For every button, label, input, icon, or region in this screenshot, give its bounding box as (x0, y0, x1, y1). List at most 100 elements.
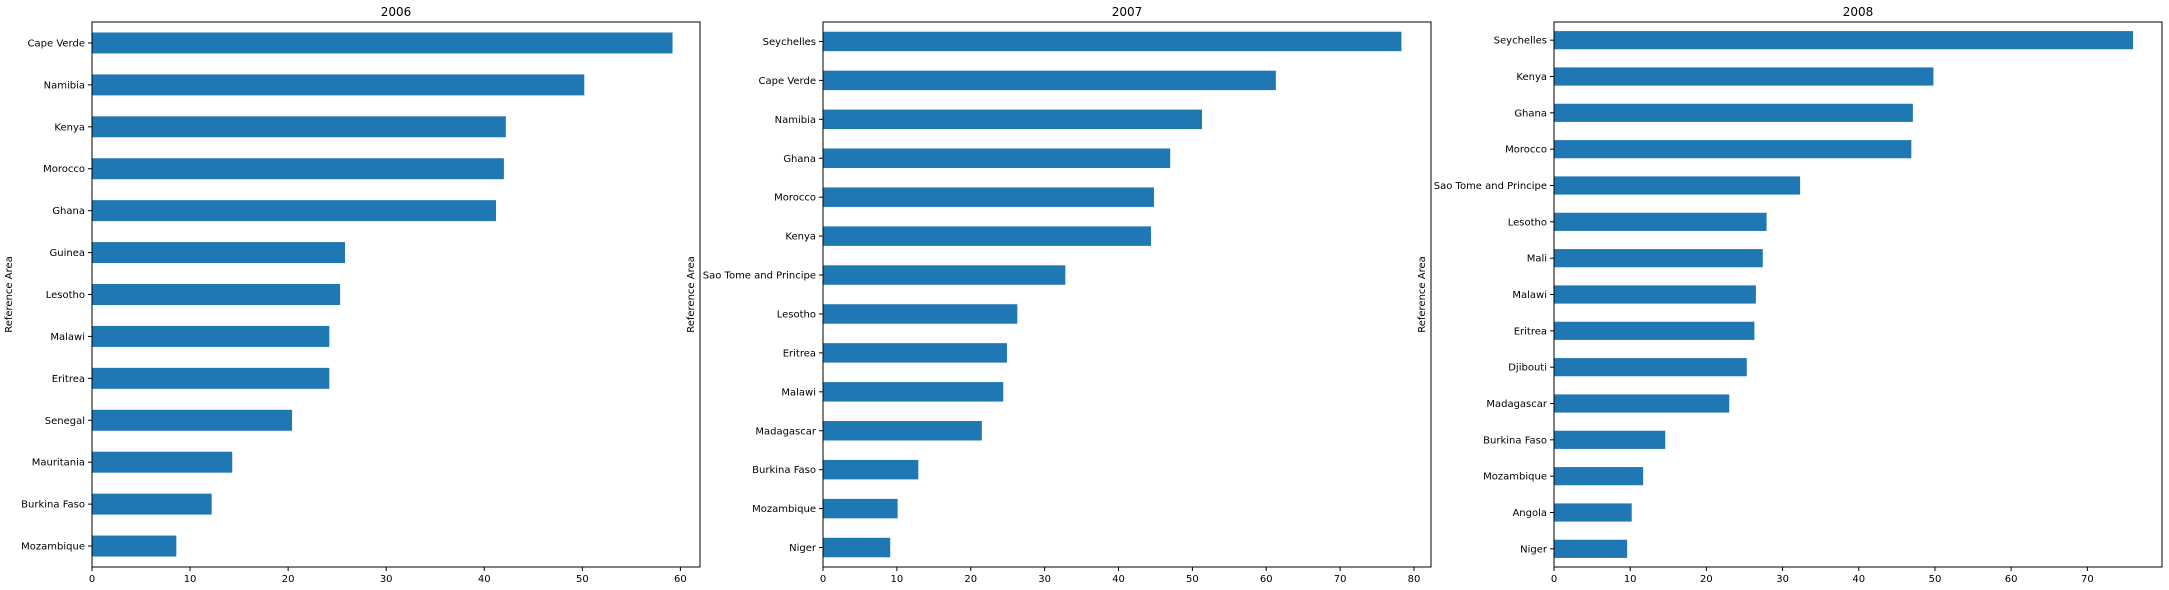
x-tick-label: 60 (2005, 574, 2018, 585)
y-tick-label: Morocco (1505, 145, 1547, 156)
bar (92, 32, 673, 54)
x-tick-label: 40 (478, 574, 491, 585)
x-tick-label: 0 (820, 574, 826, 585)
x-tick-label: 80 (1408, 574, 1421, 585)
plot-frame (822, 21, 1432, 568)
bar (92, 284, 341, 305)
x-tick-label: 50 (1186, 574, 1199, 585)
bar (823, 109, 1202, 130)
x-tick-label: 60 (674, 574, 687, 585)
x-tick-label: 20 (1700, 574, 1713, 585)
bar (92, 367, 330, 389)
y-tick-label: Mozambique (752, 504, 816, 515)
x-tick-label: 30 (1776, 574, 1789, 585)
bar (92, 451, 233, 473)
bar (823, 537, 891, 558)
bar (1554, 467, 1644, 486)
bar (1554, 31, 2134, 50)
bar (823, 304, 1018, 324)
bar (1554, 140, 1912, 159)
x-tick-label: 10 (1624, 574, 1637, 585)
bar (1554, 503, 1632, 522)
chart-panel-0: Cape Verde Namibia Kenya Morocco Ghana Guinea… (4, 5, 701, 585)
chart-panel-2: Seychelles Kenya Ghana Morocco Sao Tome and … (1417, 5, 2163, 585)
x-tick-label: 0 (1551, 574, 1557, 585)
y-tick-label: Lesotho (46, 290, 85, 301)
y-tick-label: Mauritania (32, 458, 85, 469)
y-tick-label: Sao Tome and Principe (703, 271, 816, 282)
bar (92, 325, 330, 347)
y-axis-label: Reference Area (686, 256, 697, 333)
y-tick-label: Guinea (50, 248, 85, 259)
bar (823, 31, 1402, 52)
y-tick-label: Kenya (785, 232, 816, 243)
y-tick-label: Eritrea (783, 348, 816, 359)
chart-panel-1: Seychelles Cape Verde Namibia Ghana Morocco K… (686, 5, 1432, 585)
x-tick-label: 20 (964, 574, 977, 585)
y-tick-label: Angola (1512, 508, 1547, 519)
y-tick-label: Morocco (774, 193, 816, 204)
x-tick-label: 40 (1112, 574, 1125, 585)
bar (92, 409, 293, 431)
x-tick-label: 50 (1929, 574, 1942, 585)
y-tick-label: Seychelles (1494, 36, 1547, 47)
bar (1554, 212, 1767, 231)
y-tick-label: Kenya (54, 122, 85, 133)
y-tick-label: Lesotho (777, 309, 816, 320)
y-tick-label: Namibia (775, 115, 816, 126)
x-tick-label: 70 (1334, 574, 1347, 585)
bar (823, 148, 1171, 168)
y-tick-label: Mozambique (1483, 472, 1547, 483)
y-axis-label: Reference Area (1417, 256, 1428, 333)
y-tick-label: Cape Verde (759, 76, 816, 87)
bar (823, 226, 1152, 246)
bar (92, 200, 497, 222)
y-tick-label: Burkina Faso (21, 500, 85, 511)
bar (92, 74, 585, 96)
x-tick-label: 50 (576, 574, 589, 585)
x-tick-label: 30 (1038, 574, 1051, 585)
bar (1554, 321, 1755, 340)
x-tick-label: 10 (184, 574, 197, 585)
y-tick-label: Malawi (1512, 290, 1547, 301)
chart-title: 2007 (1112, 5, 1143, 19)
y-tick-label: Niger (1520, 544, 1548, 555)
bar (823, 343, 1007, 363)
bar (1554, 285, 1756, 304)
x-tick-label: 60 (1260, 574, 1273, 585)
y-tick-label: Burkina Faso (1483, 435, 1547, 446)
bar (1554, 539, 1628, 558)
chart-title: 2008 (1843, 5, 1874, 19)
bar (823, 459, 919, 480)
y-tick-label: Madagascar (755, 426, 817, 437)
bar (92, 493, 212, 515)
y-tick-label: Eritrea (1514, 326, 1547, 337)
y-tick-label: Kenya (1516, 72, 1547, 83)
bar (823, 265, 1066, 285)
x-tick-label: 70 (2081, 574, 2094, 585)
bar (1554, 430, 1666, 449)
y-tick-label: Niger (789, 543, 817, 554)
y-tick-label: Seychelles (763, 37, 816, 48)
bar (823, 187, 1154, 207)
bar (92, 242, 346, 264)
plot-frame (91, 21, 701, 568)
y-tick-label: Mali (1527, 254, 1547, 265)
x-tick-label: 40 (1852, 574, 1865, 585)
y-axis-label: Reference Area (4, 256, 15, 333)
y-tick-label: Ghana (783, 154, 816, 165)
y-tick-label: Cape Verde (28, 38, 85, 49)
y-tick-label: Mozambique (21, 542, 85, 553)
y-tick-label: Madagascar (1486, 399, 1548, 410)
y-tick-label: Malawi (781, 387, 816, 398)
bar (823, 498, 898, 519)
y-tick-label: Eritrea (52, 374, 85, 385)
bar (1554, 394, 1730, 413)
bar (92, 535, 177, 557)
y-tick-label: Namibia (44, 80, 85, 91)
plot-frame (1553, 21, 2163, 568)
x-tick-label: 0 (89, 574, 95, 585)
y-tick-label: Ghana (1514, 108, 1547, 119)
bar (823, 421, 982, 441)
